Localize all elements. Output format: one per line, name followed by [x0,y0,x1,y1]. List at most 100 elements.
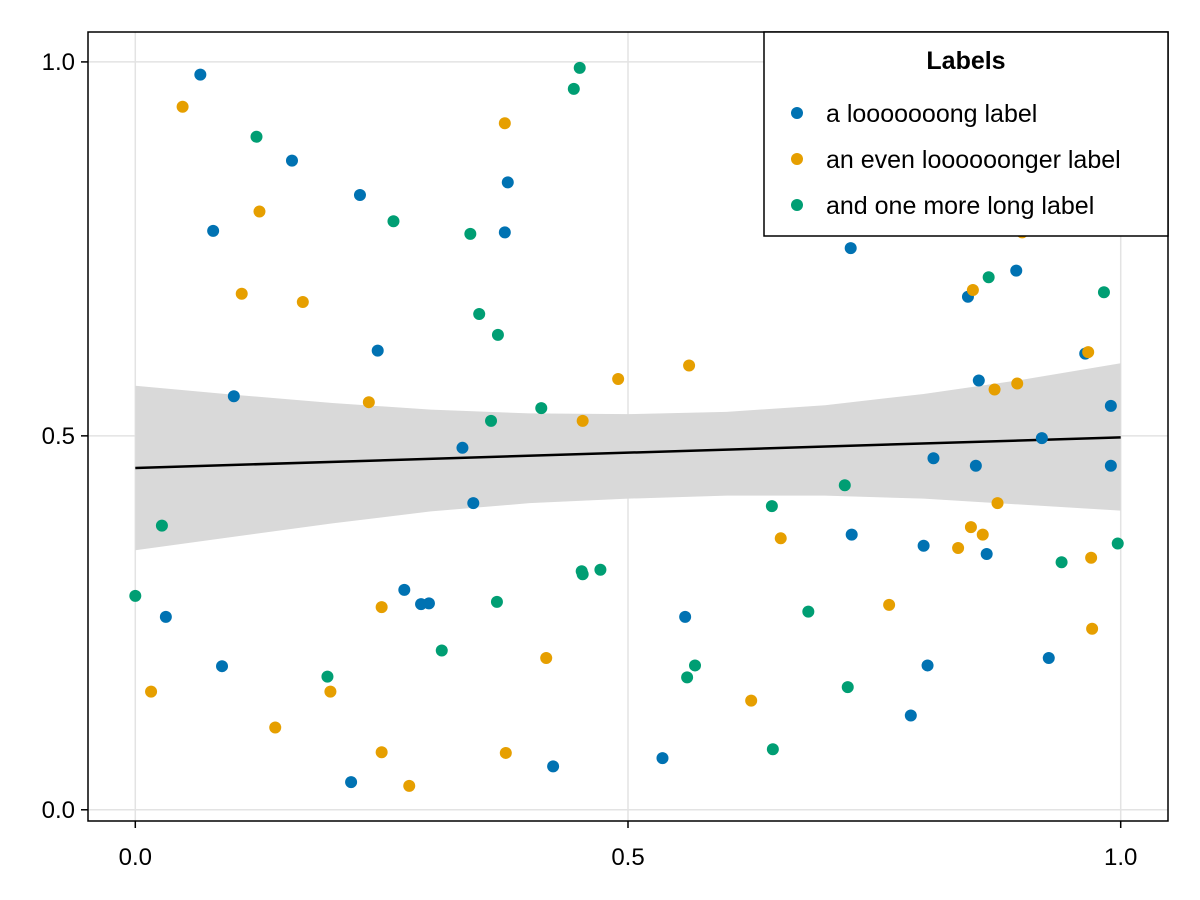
legend: Labels a looooooong label an even loooooo… [763,31,1169,237]
data-point [921,659,934,672]
data-point [321,670,334,683]
legend-marker [791,199,803,211]
data-point [774,532,787,545]
x-tick-label: 0.5 [611,844,644,871]
data-point [491,328,504,341]
data-point [498,226,511,239]
data-point [567,82,580,95]
data-point [387,215,400,228]
data-point [972,374,985,387]
data-point [1111,537,1124,550]
data-point [235,287,248,300]
data-point [498,117,511,130]
confidence-band [135,363,1121,551]
legend-entries: a looooooong label an even loooooonger la… [791,100,1121,220]
legend-marker [791,153,803,165]
data-point [952,542,965,555]
data-point [1035,432,1048,445]
data-point [765,500,778,513]
confidence-band-group [135,363,1121,551]
data-point [679,610,692,623]
data-point [1011,377,1024,390]
data-point [145,685,158,698]
data-point [194,68,207,81]
data-point [353,189,366,202]
regression-line-group [135,436,1121,470]
data-point [982,271,995,284]
data-point [371,344,384,357]
data-point [1097,286,1110,299]
data-point [844,242,857,255]
data-point [573,61,586,74]
data-point [403,779,416,792]
data-point [485,414,498,427]
legend-marker [791,107,803,119]
data-point [540,651,553,664]
data-points [129,61,1124,792]
data-point [681,671,694,684]
data-point [612,373,625,386]
data-point [576,568,589,581]
data-point [927,452,940,465]
data-point [547,760,560,773]
data-point [1082,346,1095,359]
data-point [656,752,669,765]
data-point [802,605,815,618]
data-point [159,610,172,623]
data-point [576,414,589,427]
data-point [456,441,469,454]
data-point [766,743,779,756]
data-point [980,548,993,561]
data-point [988,383,1001,396]
data-point [398,583,411,596]
legend-label: and one more long label [826,192,1094,220]
data-point [269,721,282,734]
legend-title: Labels [926,47,1005,75]
data-point [1086,622,1099,635]
data-point [422,597,435,610]
data-point [745,694,758,707]
data-point [501,176,514,189]
data-point [976,528,989,541]
data-point [435,644,448,657]
data-point [1085,551,1098,564]
data-point [227,390,240,403]
data-point [1104,399,1117,412]
data-point [535,402,548,415]
data-point [904,709,917,722]
data-point [253,205,266,218]
series-2 [145,100,1099,792]
x-tick-label: 1.0 [1104,844,1137,871]
data-point [362,396,375,409]
x-tick-label: 0.0 [119,844,152,871]
data-point [1042,651,1055,664]
data-point [841,681,854,694]
data-point [845,528,858,541]
data-point [1055,556,1068,569]
data-point [176,100,189,113]
data-point [917,539,930,552]
legend-label: a looooooong label [826,100,1037,128]
data-point [129,589,142,602]
series-3 [129,61,1124,756]
data-point [966,284,979,297]
y-tick-label: 0.5 [42,423,75,450]
data-point [467,497,480,510]
data-point [375,601,388,614]
data-point [155,519,168,532]
data-point [689,659,702,672]
axis-ticks: 0.0 0.5 1.0 0.0 0.5 1.0 [42,49,1138,871]
data-point [250,130,263,143]
data-point [375,746,388,759]
data-point [838,479,851,492]
data-point [883,598,896,611]
data-point [207,224,220,237]
data-point [464,227,477,240]
data-point [216,660,229,673]
data-point [499,746,512,759]
data-point [1104,459,1117,472]
y-tick-label: 1.0 [42,49,75,76]
data-point [991,497,1004,510]
series-1 [159,68,1117,789]
